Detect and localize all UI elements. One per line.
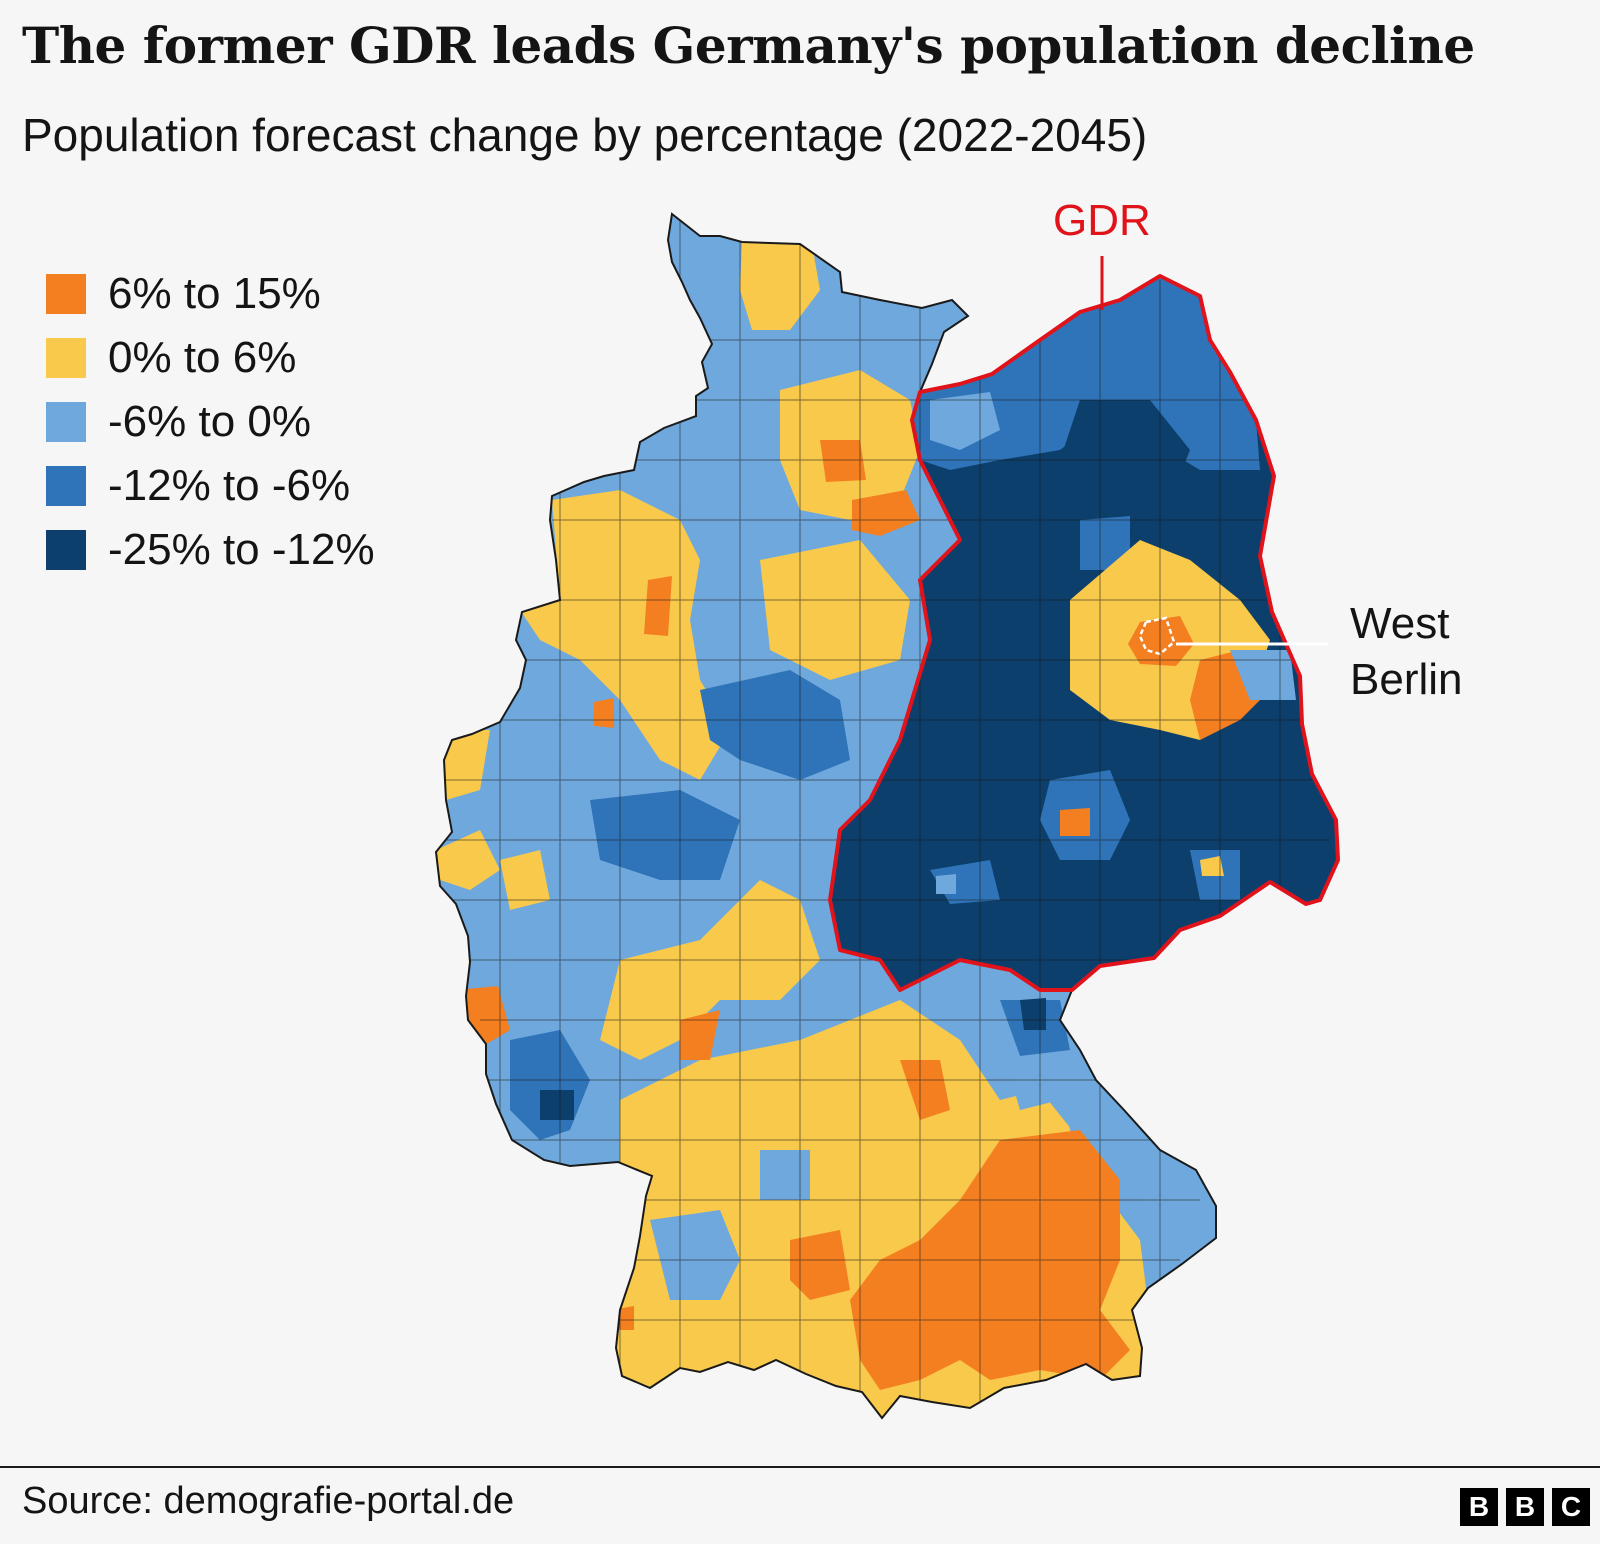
region-orange-leipzig <box>1060 808 1090 836</box>
region-orange-vechta <box>644 576 672 636</box>
region-lightblue-swabia <box>650 1210 740 1300</box>
bbc-logo-letter: C <box>1552 1488 1590 1526</box>
legend-label: -25% to -12% <box>108 525 375 574</box>
legend-item-slight-decline: -6% to 0% <box>46 390 375 454</box>
legend: 6% to 15% 0% to 6% -6% to 0% -12% to -6%… <box>46 262 375 582</box>
region-orange-frankfurt <box>680 1010 720 1060</box>
region-midblue-mecklenburg <box>912 276 1260 470</box>
region-yellow-hesse <box>600 880 820 1060</box>
legend-label: 0% to 6% <box>108 333 297 382</box>
region-orange-nuremberg <box>900 1060 950 1120</box>
west-berlin-label-line1: West <box>1350 599 1450 648</box>
region-orange-ulm <box>790 1230 850 1300</box>
region-yellow-aachen <box>436 830 500 890</box>
legend-item-strong-decline: -25% to -12% <box>46 518 375 582</box>
region-midblue-sauerland <box>590 790 740 880</box>
legend-swatch-mid-blue <box>46 466 86 506</box>
region-lightblue-hohenlohe <box>760 1150 810 1200</box>
district-regions <box>436 214 1338 1418</box>
region-lightblue-nordwestmecklenburg <box>930 392 1000 450</box>
region-lightblue-oberpfalz <box>1000 1040 1060 1110</box>
bbc-logo-letter: B <box>1460 1488 1498 1526</box>
chart-title: The former GDR leads Germany's populatio… <box>22 16 1475 75</box>
region-orange-freiburg <box>612 1306 634 1330</box>
legend-item-decline: -12% to -6% <box>46 454 375 518</box>
region-darkblue-mecklenburg-lakes <box>1060 400 1190 500</box>
region-yellow-dresden <box>1200 856 1224 876</box>
region-darkblue-pirmasens <box>540 1090 574 1120</box>
region-yellow-westlowersaxony <box>520 490 730 780</box>
legend-label: 6% to 15% <box>108 269 321 318</box>
region-yellow-cologne <box>500 850 550 910</box>
region-orange-hamburg-south <box>820 440 866 482</box>
region-midblue-prignitz <box>1080 516 1130 570</box>
gdr-label: GDR <box>1053 196 1151 245</box>
legend-swatch-dark-blue <box>46 530 86 570</box>
footer-divider <box>0 1466 1600 1468</box>
region-yellow-rhineland <box>440 730 490 800</box>
region-darkblue-wunsiedel <box>1020 998 1046 1030</box>
source-note: Source: demografie-portal.de <box>22 1480 515 1522</box>
legend-swatch-orange <box>46 274 86 314</box>
legend-item-high-growth: 6% to 15% <box>46 262 375 326</box>
region-midblue-harz-west <box>700 670 850 780</box>
region-lightblue-bavarianforest <box>1060 1080 1210 1230</box>
chart-subtitle: Population forecast change by percentage… <box>22 109 1148 161</box>
region-lightblue-weimar <box>936 874 956 894</box>
legend-swatch-yellow <box>46 338 86 378</box>
region-orange-muenster <box>594 698 614 728</box>
west-berlin-label-line2: Berlin <box>1350 655 1463 704</box>
legend-item-growth: 0% to 6% <box>46 326 375 390</box>
legend-label: -6% to 0% <box>108 397 311 446</box>
legend-swatch-light-blue <box>46 402 86 442</box>
bbc-logo: B B C <box>1460 1488 1590 1526</box>
bbc-logo-letter: B <box>1506 1488 1544 1526</box>
gdr-border <box>828 274 1340 992</box>
legend-label: -12% to -6% <box>108 461 351 510</box>
west-berlin-label: West Berlin <box>1350 596 1463 708</box>
region-orange-wolfsburg <box>852 490 920 536</box>
region-yellow-central <box>760 540 910 680</box>
